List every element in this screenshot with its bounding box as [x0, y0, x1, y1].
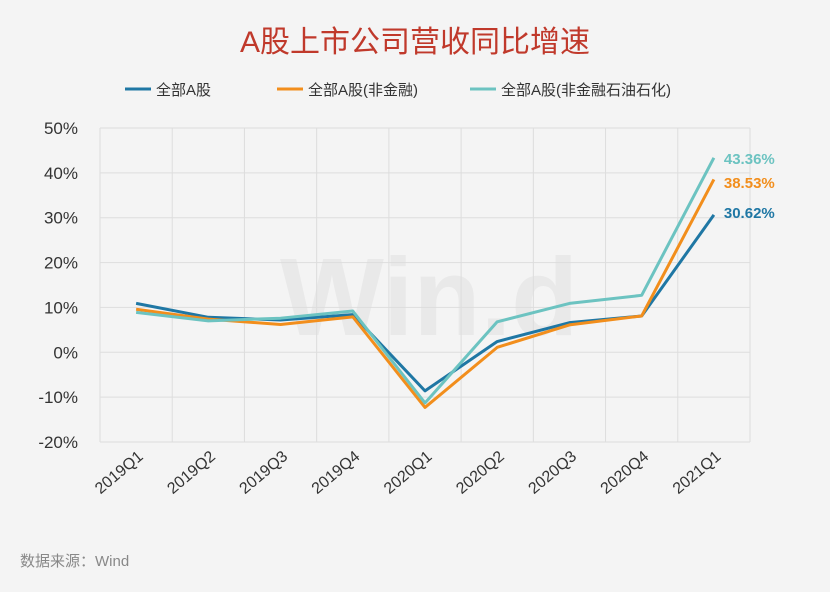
y-tick-label: -20% [38, 433, 78, 452]
legend-label-1: 全部A股 [156, 81, 211, 99]
x-tick-label: 2019Q3 [237, 448, 292, 498]
x-tick-label: 2019Q1 [92, 448, 147, 498]
series-lines [135, 157, 716, 409]
end-labels: 30.62% 38.53% 43.36% [724, 151, 775, 222]
x-axis-ticks: 2019Q1 2019Q2 2019Q3 2019Q4 2020Q1 2020Q2 2020… [92, 448, 724, 498]
y-axis-ticks: 50% 40% 30% 20% 10% 0% -10% -20% [38, 119, 78, 452]
end-label-2: 38.53% [724, 175, 775, 192]
y-tick-label: 50% [44, 119, 78, 138]
legend: 全部A股 全部A股(非金融) 全部A股(非金融石油石化) [125, 81, 671, 99]
y-tick-label: 10% [44, 298, 78, 317]
x-tick-label: 2021Q1 [670, 448, 725, 498]
x-tick-label: 2020Q3 [525, 448, 580, 498]
x-tick-label: 2020Q1 [381, 448, 436, 498]
legend-label-2: 全部A股(非金融) [308, 81, 418, 99]
chart-title: A股上市公司营收同比增速 [240, 26, 590, 59]
y-tick-label: 0% [53, 343, 78, 362]
grid-lines [99, 127, 751, 443]
series-line-3 [135, 157, 716, 405]
y-tick-label: -10% [38, 388, 78, 407]
source-note: 数据来源：Wind [20, 553, 129, 570]
end-label-1: 30.62% [724, 205, 775, 222]
y-tick-label: 20% [44, 254, 78, 273]
x-tick-label: 2019Q4 [309, 448, 364, 498]
y-tick-label: 30% [44, 209, 78, 228]
end-label-3: 43.36% [724, 151, 775, 168]
x-tick-label: 2020Q4 [598, 448, 653, 498]
x-tick-label: 2019Q2 [164, 448, 219, 498]
y-tick-label: 40% [44, 164, 78, 183]
legend-label-3: 全部A股(非金融石油石化) [501, 81, 671, 99]
x-tick-label: 2020Q2 [453, 448, 508, 498]
